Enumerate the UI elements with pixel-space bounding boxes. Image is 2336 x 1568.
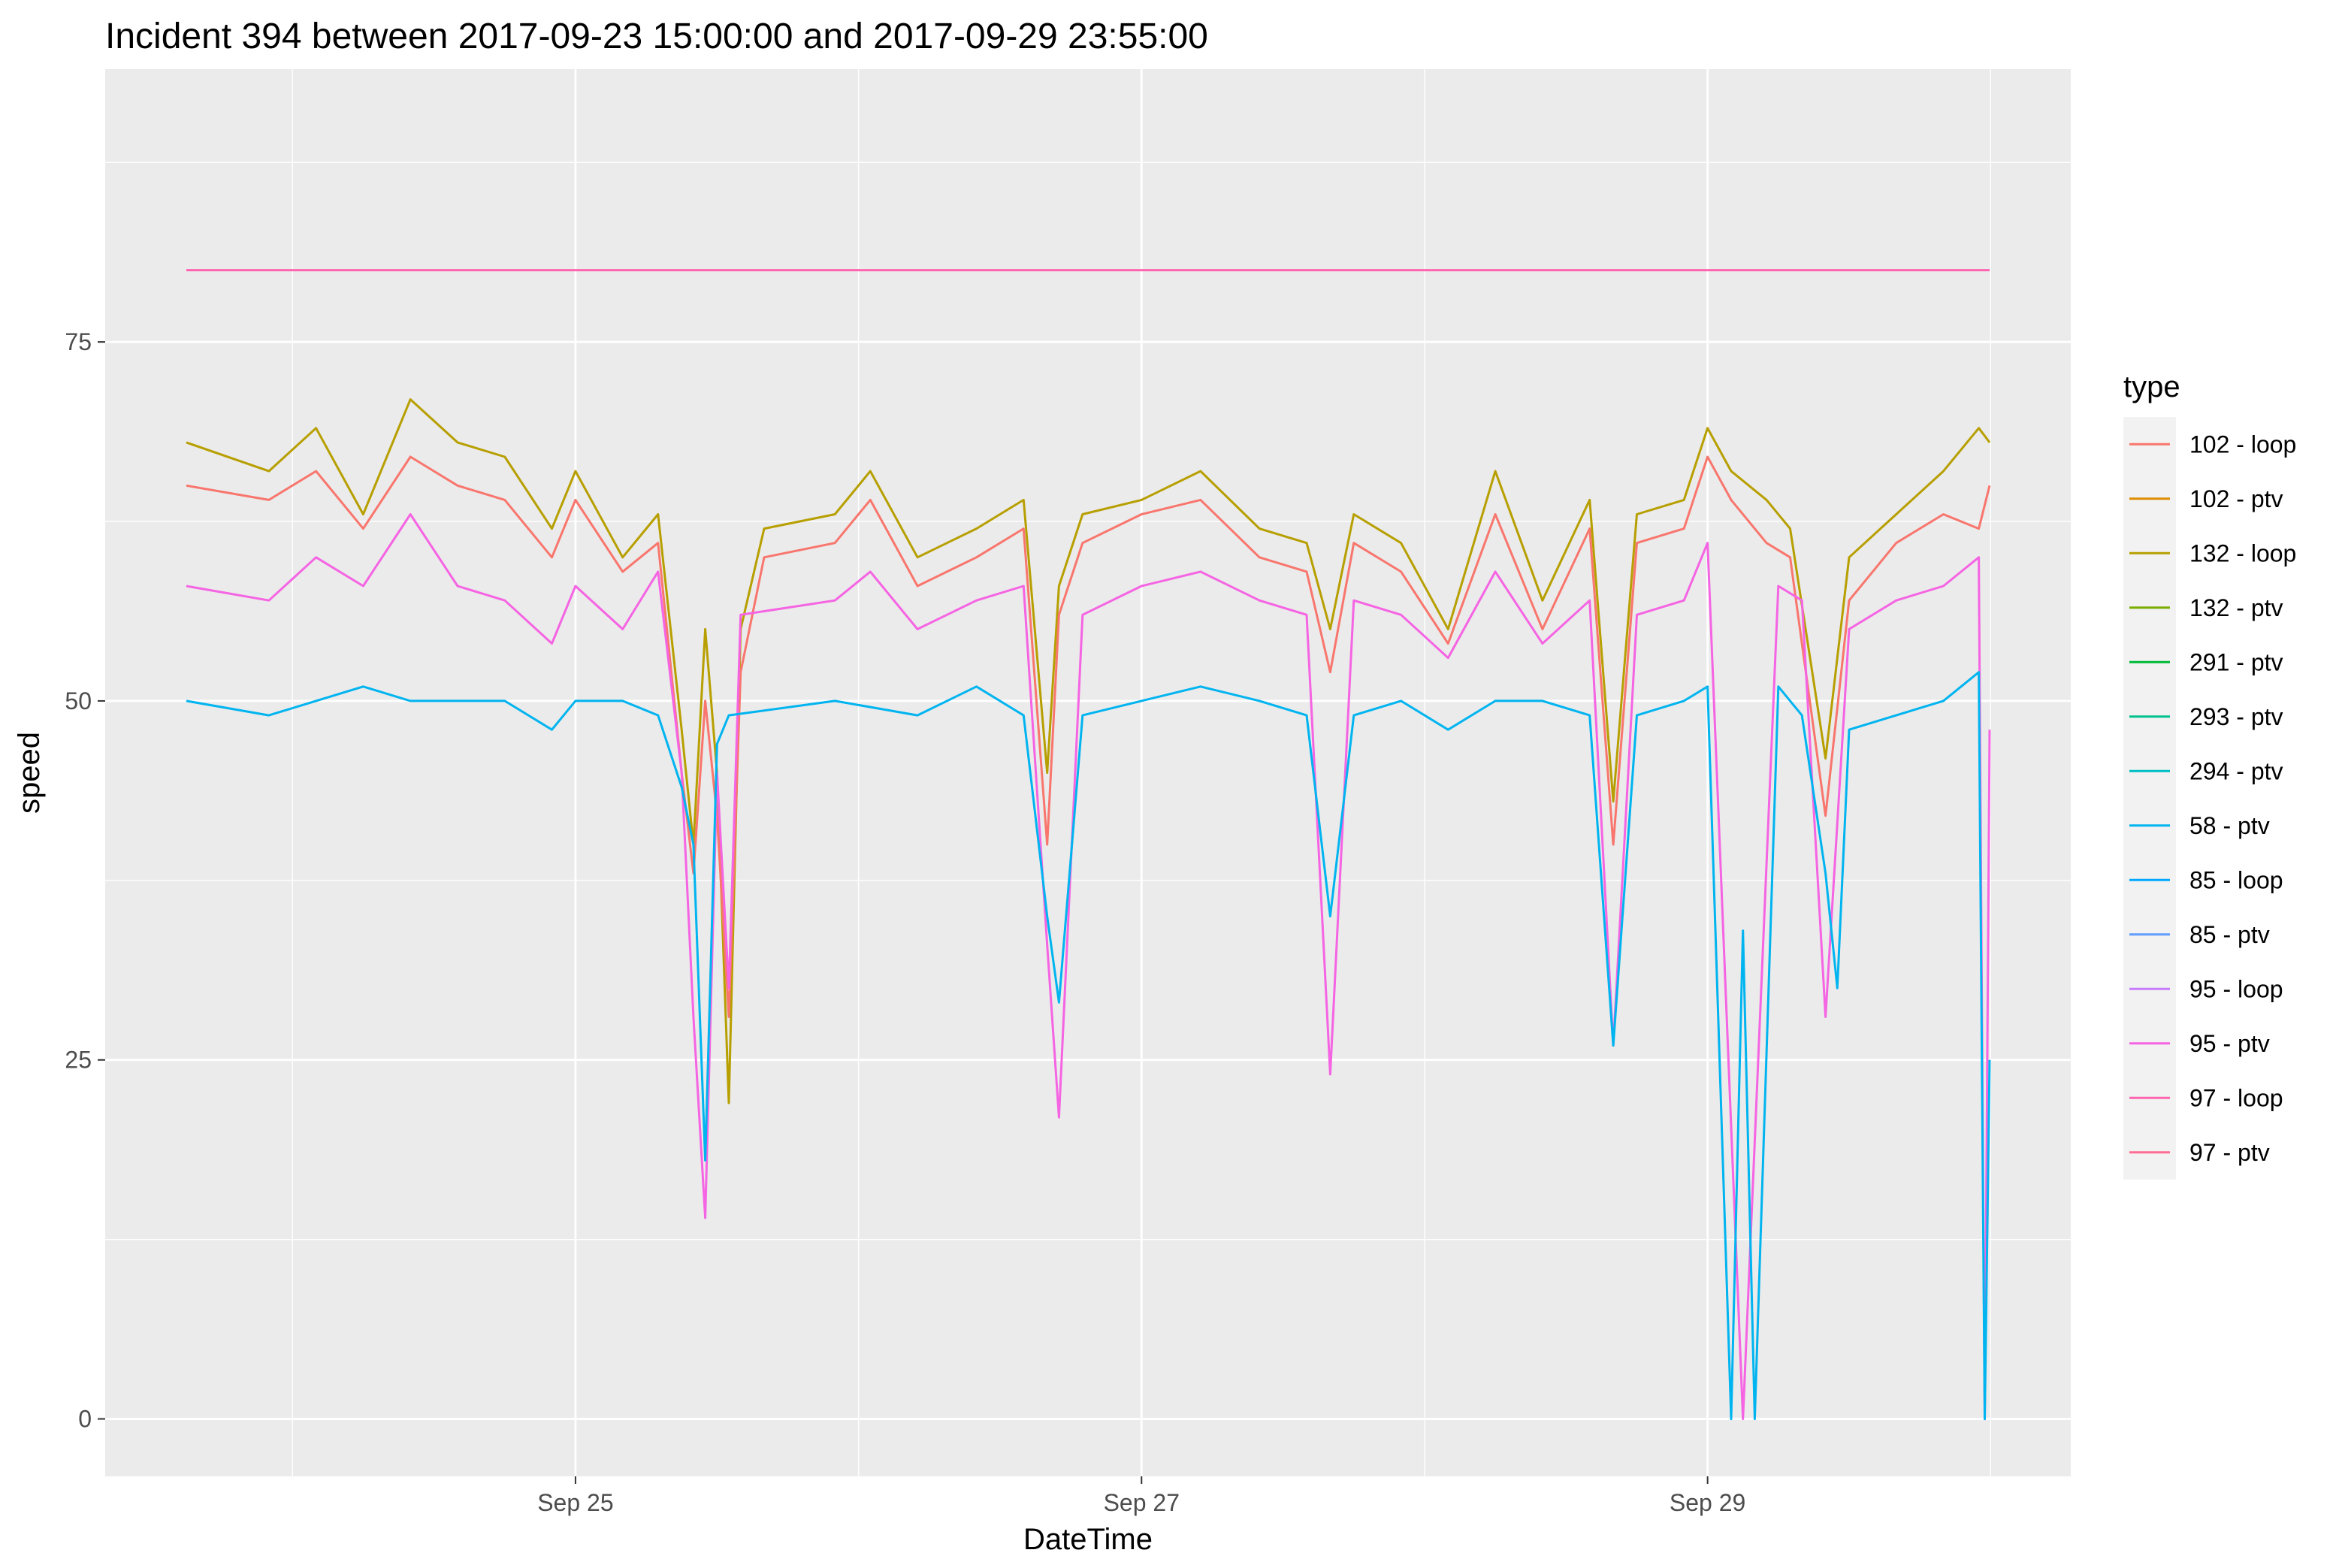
legend-label: 85 - ptv [2189,921,2270,948]
legend-label: 102 - loop [2189,431,2296,458]
x-axis: Sep 25 Sep 27 Sep 29 [537,1476,1745,1516]
legend-title: type [2123,370,2180,403]
legend-label: 95 - loop [2189,975,2283,1002]
plot-background [105,69,2071,1476]
y-axis-title: speed [13,732,46,814]
legend-label: 97 - ptv [2189,1139,2270,1166]
grid-minor [105,69,2071,1476]
legend-label: 97 - loop [2189,1084,2283,1111]
y-tick-label: 75 [65,328,92,355]
x-tick-label: Sep 27 [1104,1489,1180,1516]
legend-label: 102 - ptv [2189,485,2283,512]
legend: type 102 - loop 102 - ptv 132 - loop 132 - … [2123,370,2296,1180]
series-line [186,398,1991,1104]
series-line [186,671,1991,1421]
series-layer [186,269,1991,1421]
legend-label: 58 - ptv [2189,812,2270,839]
legend-label: 293 - ptv [2189,703,2283,730]
legend-label: 291 - ptv [2189,648,2283,675]
x-tick-label: Sep 29 [1670,1489,1745,1516]
legend-label: 132 - ptv [2189,594,2283,621]
y-tick-label: 50 [65,687,92,715]
y-axis: 0 25 50 75 [65,328,105,1433]
y-tick-label: 25 [65,1047,92,1074]
x-axis-title: DateTime [1023,1523,1153,1556]
legend-label: 95 - ptv [2189,1030,2270,1057]
y-tick-label: 0 [78,1406,92,1433]
legend-key-background [2123,417,2176,1180]
series-line [186,455,1991,1018]
legend-label: 85 - loop [2189,866,2283,893]
chart-title: Incident 394 between 2017-09-23 15:00:00… [105,17,1208,56]
legend-label: 294 - ptv [2189,757,2283,784]
series-line [186,513,1991,1421]
legend-items: 102 - loop 102 - ptv 132 - loop 132 - ptv 29… [2129,431,2296,1166]
x-tick-label: Sep 25 [537,1489,613,1516]
legend-label: 132 - loop [2189,539,2296,566]
